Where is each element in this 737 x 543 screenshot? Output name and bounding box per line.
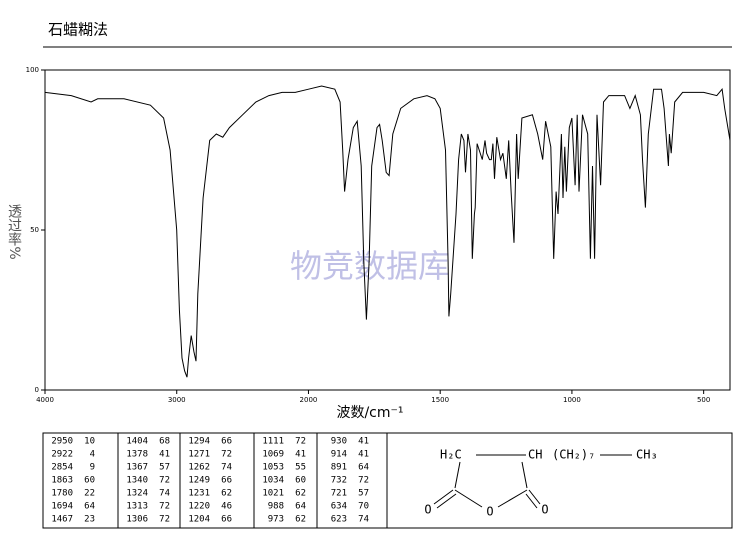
table-cell: 1204	[188, 515, 210, 525]
table-cell: 1111	[262, 437, 284, 447]
table-cell: 1249	[188, 476, 210, 486]
table-cell: 72	[159, 476, 170, 486]
table-cell: 1324	[126, 489, 148, 499]
table-cell: 72	[159, 502, 170, 512]
table-cell: 1231	[188, 489, 210, 499]
table-cell: 623	[331, 515, 347, 525]
table-cell: 1467	[51, 515, 73, 525]
table-cell: 9	[90, 463, 95, 473]
x-tick-label: 500	[697, 396, 710, 404]
table-cell: 62	[295, 515, 306, 525]
table-cell: 23	[84, 515, 95, 525]
table-cell: 62	[221, 489, 232, 499]
table-cell: 1404	[126, 437, 148, 447]
x-tick-label: 2000	[300, 396, 318, 404]
y-tick-label: 0	[35, 386, 39, 394]
table-cell: 60	[295, 476, 306, 486]
chart-title: 石蜡糊法	[48, 21, 108, 39]
table-cell: 60	[84, 476, 95, 486]
table-cell: 1034	[262, 476, 284, 486]
table-cell: 72	[295, 437, 306, 447]
table-cell: 914	[331, 450, 347, 460]
table-cell: 1367	[126, 463, 148, 473]
table-cell: 46	[221, 502, 232, 512]
y-tick-label: 50	[30, 226, 39, 234]
table-cell: 721	[331, 489, 347, 499]
table-cell: 64	[358, 463, 369, 473]
table-cell: 72	[358, 476, 369, 486]
table-cell: 1780	[51, 489, 73, 499]
table-cell: 1220	[188, 502, 210, 512]
table-cell: 66	[221, 476, 232, 486]
table-cell: 1694	[51, 502, 73, 512]
table-cell: 988	[268, 502, 284, 512]
x-tick-label: 1500	[431, 396, 449, 404]
structure-label: CH₃	[636, 448, 658, 462]
table-cell: 10	[84, 437, 95, 447]
y-tick-label: 100	[26, 66, 39, 74]
table-cell: 2950	[51, 437, 73, 447]
structure-label: (CH₂)₇	[552, 448, 595, 462]
table-cell: 1271	[188, 450, 210, 460]
table-cell: 72	[159, 515, 170, 525]
x-axis-label: 波数/cm⁻¹	[336, 405, 403, 421]
structure-label: H₂C	[440, 448, 462, 462]
table-cell: 57	[159, 463, 170, 473]
table-cell: 1863	[51, 476, 73, 486]
y-axis-label: 透过率%	[6, 204, 22, 259]
structure-label: CH	[528, 448, 542, 462]
table-cell: 634	[331, 502, 347, 512]
table-cell: 891	[331, 463, 347, 473]
table-cell: 1069	[262, 450, 284, 460]
table-cell: 1306	[126, 515, 148, 525]
table-cell: 55	[295, 463, 306, 473]
table-cell: 64	[84, 502, 95, 512]
table-cell: 74	[358, 515, 369, 525]
table-cell: 41	[295, 450, 306, 460]
spectrum-line	[44, 85, 731, 378]
table-cell: 732	[331, 476, 347, 486]
table-cell: 1053	[262, 463, 284, 473]
table-cell: 1313	[126, 502, 148, 512]
table-cell: 1262	[188, 463, 210, 473]
table-cell: 72	[221, 450, 232, 460]
x-tick-label: 1000	[563, 396, 581, 404]
structure-label: O	[541, 503, 548, 517]
table-cell: 2922	[51, 450, 73, 460]
table-cell: 64	[295, 502, 306, 512]
x-tick-label: 4000	[36, 396, 54, 404]
structure-bonds	[433, 454, 632, 509]
table-cell: 74	[221, 463, 232, 473]
watermark: 物竞数据库	[290, 247, 450, 285]
table-cell: 1294	[188, 437, 210, 447]
table-cell: 74	[159, 489, 170, 499]
structure-label: O	[424, 503, 431, 517]
table-cell: 973	[268, 515, 284, 525]
table-cell: 70	[358, 502, 369, 512]
table-cell: 66	[221, 437, 232, 447]
table-dividers	[117, 433, 388, 528]
structure-label: O	[486, 505, 493, 519]
plot-frame	[44, 69, 731, 391]
table-cell: 930	[331, 437, 347, 447]
table-cell: 41	[358, 450, 369, 460]
table-cell: 2854	[51, 463, 73, 473]
x-tick-label: 3000	[168, 396, 186, 404]
table-cell: 4	[90, 450, 95, 460]
table-cell: 68	[159, 437, 170, 447]
table-cell: 41	[159, 450, 170, 460]
table-cell: 1340	[126, 476, 148, 486]
table-cell: 57	[358, 489, 369, 499]
table-cell: 22	[84, 489, 95, 499]
table-cell: 41	[358, 437, 369, 447]
table-cell: 1021	[262, 489, 284, 499]
table-cell: 62	[295, 489, 306, 499]
table-cell: 66	[221, 515, 232, 525]
table-cell: 1378	[126, 450, 148, 460]
